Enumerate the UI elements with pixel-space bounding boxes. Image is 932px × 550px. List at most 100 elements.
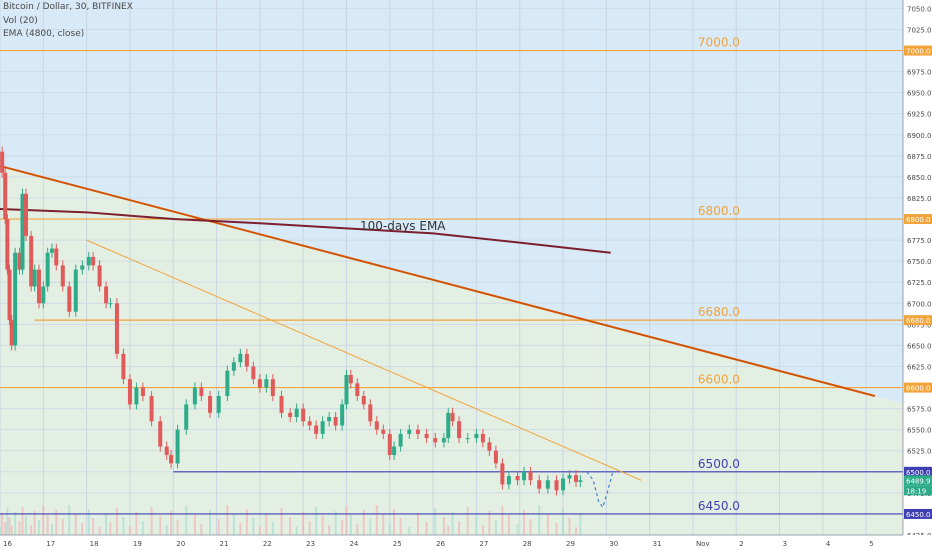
- volume-bar: [538, 505, 541, 535]
- volume-bar: [458, 521, 461, 535]
- candle-body: [301, 408, 306, 422]
- candle-body: [279, 395, 284, 413]
- candle-body: [121, 353, 126, 380]
- candle-body: [86, 256, 91, 266]
- candle-body: [54, 248, 59, 266]
- candle-body: [114, 303, 119, 354]
- candle-body: [578, 480, 583, 482]
- volume-bar: [334, 511, 337, 535]
- volume-bar: [226, 505, 229, 535]
- candle-body: [270, 379, 275, 396]
- volume-bar: [481, 525, 484, 535]
- candle-body: [348, 374, 353, 384]
- candle-body: [567, 475, 572, 479]
- volume-bar: [14, 512, 17, 535]
- volume-bar: [68, 505, 71, 535]
- trendline-main-downtrend: [0, 165, 876, 397]
- candle-body: [446, 412, 451, 439]
- volume-bar: [159, 516, 162, 535]
- volume-bar: [50, 524, 53, 535]
- candle-body: [545, 480, 550, 489]
- candle-body: [381, 429, 386, 434]
- volume-bar: [369, 519, 372, 535]
- candle-body: [487, 442, 492, 451]
- y-tick-label: 6550.0: [907, 427, 932, 435]
- candle-body: [3, 172, 8, 220]
- trendline-secondary-downtrend: [86, 239, 642, 481]
- candle-body: [537, 480, 542, 489]
- candle-body: [465, 438, 470, 440]
- time-axis-background: [0, 535, 932, 550]
- candle-body: [184, 404, 189, 430]
- volume-bar: [200, 524, 203, 535]
- candle-body: [574, 475, 579, 482]
- volume-bar: [393, 509, 396, 535]
- volume-bar: [193, 515, 196, 535]
- candle-body: [45, 252, 50, 287]
- candle-body: [225, 370, 230, 396]
- volume-bar: [356, 524, 359, 535]
- volume-bar: [507, 515, 510, 535]
- volume-bar: [128, 526, 131, 535]
- volume-bar: [55, 510, 58, 535]
- x-tick-label: 30: [609, 540, 618, 548]
- volume-bar: [252, 518, 255, 535]
- candle-body: [9, 320, 14, 346]
- candle-body: [0, 151, 5, 173]
- symbol-title: Bitcoin / Dollar, 30, BITFINEX: [3, 2, 133, 12]
- volume-bar: [382, 514, 385, 535]
- price-badge-label: 18:19: [906, 487, 926, 495]
- candle-body: [528, 471, 533, 481]
- y-tick-label: 6900.0: [907, 132, 932, 140]
- x-tick-label: 2: [739, 540, 743, 548]
- volume-bar: [466, 507, 469, 535]
- volume-bar: [87, 509, 90, 535]
- candle-body: [231, 362, 236, 371]
- candle-body: [493, 450, 498, 464]
- y-tick-label: 6725.0: [907, 279, 932, 287]
- y-tick-label: 6750.0: [907, 258, 932, 266]
- ema-line: [0, 207, 611, 254]
- level-label: 6800.0: [698, 204, 740, 218]
- candle-body: [264, 379, 269, 388]
- candle-body: [36, 269, 41, 304]
- level-label: 6500.0: [698, 457, 740, 471]
- volume-bar: [434, 508, 437, 535]
- y-tick-label: 6825.0: [907, 195, 932, 203]
- x-tick-label: 28: [523, 540, 532, 548]
- volume-bar: [232, 514, 235, 535]
- candle-body: [561, 478, 566, 491]
- x-tick-label: 27: [479, 540, 488, 548]
- projection-path: [586, 471, 614, 509]
- candle-body: [515, 476, 520, 481]
- candle-body: [73, 269, 78, 312]
- y-tick-label: 6700.0: [907, 300, 932, 308]
- x-tick-label: 22: [263, 540, 272, 548]
- candle-body: [238, 353, 243, 363]
- volume-bar: [529, 519, 532, 535]
- x-tick-label: 19: [133, 540, 142, 548]
- candle-body: [104, 286, 109, 304]
- candle-body: [80, 265, 85, 270]
- y-tick-label: 6525.0: [907, 448, 932, 456]
- price-badge-label: 6680.0: [906, 317, 931, 325]
- candle-body: [32, 269, 37, 287]
- candle-body: [17, 252, 22, 270]
- y-tick-label: 6850.0: [907, 174, 932, 182]
- volume-bar: [170, 511, 173, 535]
- y-tick-label: 6625.0: [907, 363, 932, 371]
- volume-bar: [239, 523, 242, 535]
- volume-bar: [98, 527, 101, 535]
- candle-body: [244, 353, 249, 367]
- price-badge: [904, 315, 932, 326]
- candle-body: [164, 446, 169, 455]
- volume-bar: [135, 512, 138, 535]
- x-tick-label: 26: [436, 540, 445, 548]
- volume-bar: [265, 513, 268, 535]
- candle-body: [41, 286, 46, 304]
- candle-body: [288, 412, 293, 418]
- volume-bar: [122, 517, 125, 535]
- x-tick-label: 17: [46, 540, 55, 548]
- candle-body: [450, 412, 455, 422]
